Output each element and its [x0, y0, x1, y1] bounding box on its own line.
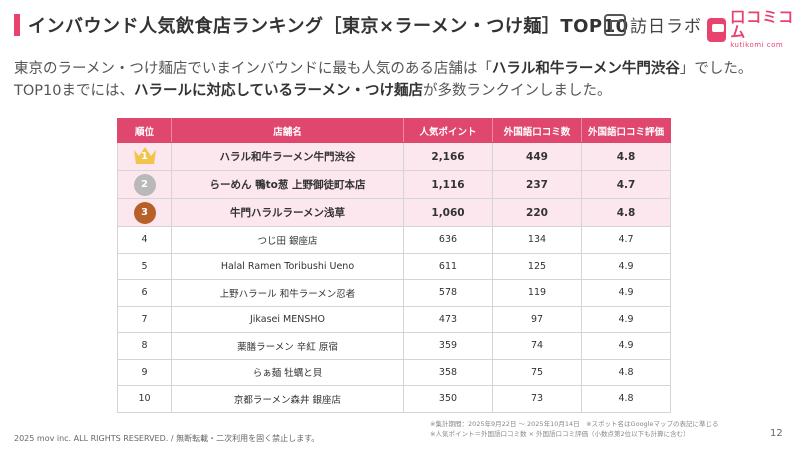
review-rating-cell: 4.9 — [581, 279, 671, 307]
footnote-formula: ※人気ポイント＝外国語口コミ数 × 外国語口コミ評価（小数点第2位以下も計算に含… — [430, 430, 690, 438]
review-count-cell: 237 — [492, 170, 582, 199]
lead-text-1: 東京のラーメン・つけ麺店でいまインバウンドに最も人気のある店舗は「 — [14, 61, 492, 77]
popularity-points-cell: 1,116 — [403, 170, 493, 199]
lead-highlight-halal: ハラールに対応しているラーメン・つけ麺店 — [133, 83, 423, 99]
shop-name-cell: 京都ラーメン森井 銀座店 — [171, 385, 404, 413]
table-row: 4 つじ田 銀座店 636 134 4.7 — [117, 226, 671, 254]
review-count-cell: 75 — [492, 358, 582, 386]
table-row: 1 ハラル和牛ラーメン牛門渋谷 2,166 449 4.8 — [117, 142, 671, 171]
header-review-rating: 外国語口コミ評価 — [581, 118, 671, 143]
footnotes: ※集計期間：2025年9月22日 〜 2025年10月14日 ※スポット名はGo… — [430, 419, 718, 439]
houjin-lab-logo-text: 訪日ラボ — [630, 17, 702, 37]
title-bar: インバウンド人気飲食店ランキング［東京×ラーメン・つけ麺］TOP10 — [0, 0, 800, 50]
silver-medal-icon: 2 — [133, 173, 156, 196]
popularity-points-cell: 578 — [403, 279, 493, 307]
shop-name-cell: らぁ麺 牡蠣と貝 — [171, 358, 404, 386]
rank-cell: 1 — [117, 142, 172, 171]
lead-text-3: が多数ランクインしました。 — [422, 83, 612, 99]
rank-cell: 4 — [117, 226, 172, 254]
table-row: 9 らぁ麺 牡蠣と貝 358 75 4.8 — [117, 358, 671, 386]
ranking-table: 順位 店舗名 人気ポイント 外国語口コミ数 外国語口コミ評価 1 ハラル和牛ラーメ… — [117, 118, 671, 413]
review-rating-cell: 4.8 — [581, 385, 671, 413]
popularity-points-cell: 359 — [403, 332, 493, 360]
review-rating-cell: 4.9 — [581, 332, 671, 360]
rank-cell: 5 — [117, 252, 172, 280]
table-row: 5 Halal Ramen Toribushi Ueno 611 125 4.9 — [117, 252, 671, 280]
table-row: 7 Jikasei MENSHO 473 97 4.9 — [117, 305, 671, 333]
review-count-cell: 125 — [492, 252, 582, 280]
kuchikomi-com-logo-subtext: kutikomi com — [730, 41, 784, 49]
review-rating-cell: 4.8 — [581, 198, 671, 227]
bronze-medal-icon: 3 — [133, 201, 156, 224]
table-row: 2 らーめん 鴨to葱 上野御徒町本店 1,116 237 4.7 — [117, 170, 671, 199]
table-row: 3 牛門ハラルラーメン浅草 1,060 220 4.8 — [117, 198, 671, 227]
shop-name-cell: 薬膳ラーメン 辛紅 原宿 — [171, 332, 404, 360]
review-rating-cell: 4.7 — [581, 226, 671, 254]
shop-name-cell: らーめん 鴨to葱 上野御徒町本店 — [171, 170, 404, 199]
review-count-cell: 119 — [492, 279, 582, 307]
header-review-count: 外国語口コミ数 — [492, 118, 582, 143]
gold-crown-icon: 1 — [132, 144, 158, 166]
review-rating-cell: 4.8 — [581, 358, 671, 386]
rank-cell: 6 — [117, 279, 172, 307]
rank-cell: 9 — [117, 358, 172, 386]
rank-cell: 10 — [117, 385, 172, 413]
copyright: 2025 mov inc. ALL RIGHTS RESERVED. / 無断転… — [14, 434, 320, 443]
lead-text-2: 」でした。TOP10までには、 — [14, 61, 753, 99]
popularity-points-cell: 473 — [403, 305, 493, 333]
title-accent-bar — [14, 14, 20, 36]
review-count-cell: 74 — [492, 332, 582, 360]
page-number: 12 — [770, 428, 783, 439]
lead-highlight-top-shop: ハラル和牛ラーメン牛門渋谷 — [491, 61, 680, 77]
table-row: 6 上野ハラール 和牛ラーメン忍者 578 119 4.9 — [117, 279, 671, 307]
rank-cell: 3 — [117, 198, 172, 227]
shop-name-cell: Halal Ramen Toribushi Ueno — [171, 252, 404, 280]
page-title: インバウンド人気飲食店ランキング［東京×ラーメン・つけ麺］TOP10 — [28, 16, 629, 37]
review-rating-cell: 4.8 — [581, 142, 671, 171]
popularity-points-cell: 350 — [403, 385, 493, 413]
popularity-points-cell: 636 — [403, 226, 493, 254]
popularity-points-cell: 1,060 — [403, 198, 493, 227]
rank-cell: 8 — [117, 332, 172, 360]
kuchikomi-com-logo-icon — [707, 17, 727, 42]
shop-name-cell: 上野ハラール 和牛ラーメン忍者 — [171, 279, 404, 307]
houjin-lab-logo: 訪日ラボ — [604, 12, 702, 37]
rank-cell: 2 — [117, 170, 172, 199]
review-rating-cell: 4.7 — [581, 170, 671, 199]
shop-name-cell: ハラル和牛ラーメン牛門渋谷 — [171, 142, 404, 171]
rank-number: 1 — [141, 151, 148, 162]
shop-name-cell: つじ田 銀座店 — [171, 226, 404, 254]
header-shop-name: 店舗名 — [171, 118, 404, 143]
table-header-row: 順位 店舗名 人気ポイント 外国語口コミ数 外国語口コミ評価 — [117, 118, 671, 143]
shop-name-cell: Jikasei MENSHO — [171, 305, 404, 333]
popularity-points-cell: 611 — [403, 252, 493, 280]
table-row: 8 薬膳ラーメン 辛紅 原宿 359 74 4.9 — [117, 332, 671, 360]
rank-cell: 7 — [117, 305, 172, 333]
review-count-cell: 134 — [492, 226, 582, 254]
popularity-points-cell: 358 — [403, 358, 493, 386]
review-count-cell: 73 — [492, 385, 582, 413]
footnote-period: ※集計期間：2025年9月22日 〜 2025年10月14日 ※スポット名はGo… — [430, 420, 719, 428]
review-count-cell: 220 — [492, 198, 582, 227]
review-count-cell: 449 — [492, 142, 582, 171]
kuchikomi-com-logo-text: 口コミコム — [730, 8, 795, 41]
kuchikomi-com-logo: 口コミコム kutikomi com — [707, 10, 800, 49]
lead-paragraph: 東京のラーメン・つけ麺店でいまインバウンドに最も人気のある店舗は「ハラル和牛ラー… — [14, 58, 786, 102]
review-rating-cell: 4.9 — [581, 252, 671, 280]
review-count-cell: 97 — [492, 305, 582, 333]
shop-name-cell: 牛門ハラルラーメン浅草 — [171, 198, 404, 227]
review-rating-cell: 4.9 — [581, 305, 671, 333]
table-body: 1 ハラル和牛ラーメン牛門渋谷 2,166 449 4.8 2 らーめん 鴨to葱 上野御徒… — [117, 142, 671, 413]
popularity-points-cell: 2,166 — [403, 142, 493, 171]
houjin-lab-logo-icon — [604, 13, 626, 36]
table-row: 10 京都ラーメン森井 銀座店 350 73 4.8 — [117, 385, 671, 413]
header-popularity-points: 人気ポイント — [403, 118, 493, 143]
header-rank: 順位 — [117, 118, 172, 143]
